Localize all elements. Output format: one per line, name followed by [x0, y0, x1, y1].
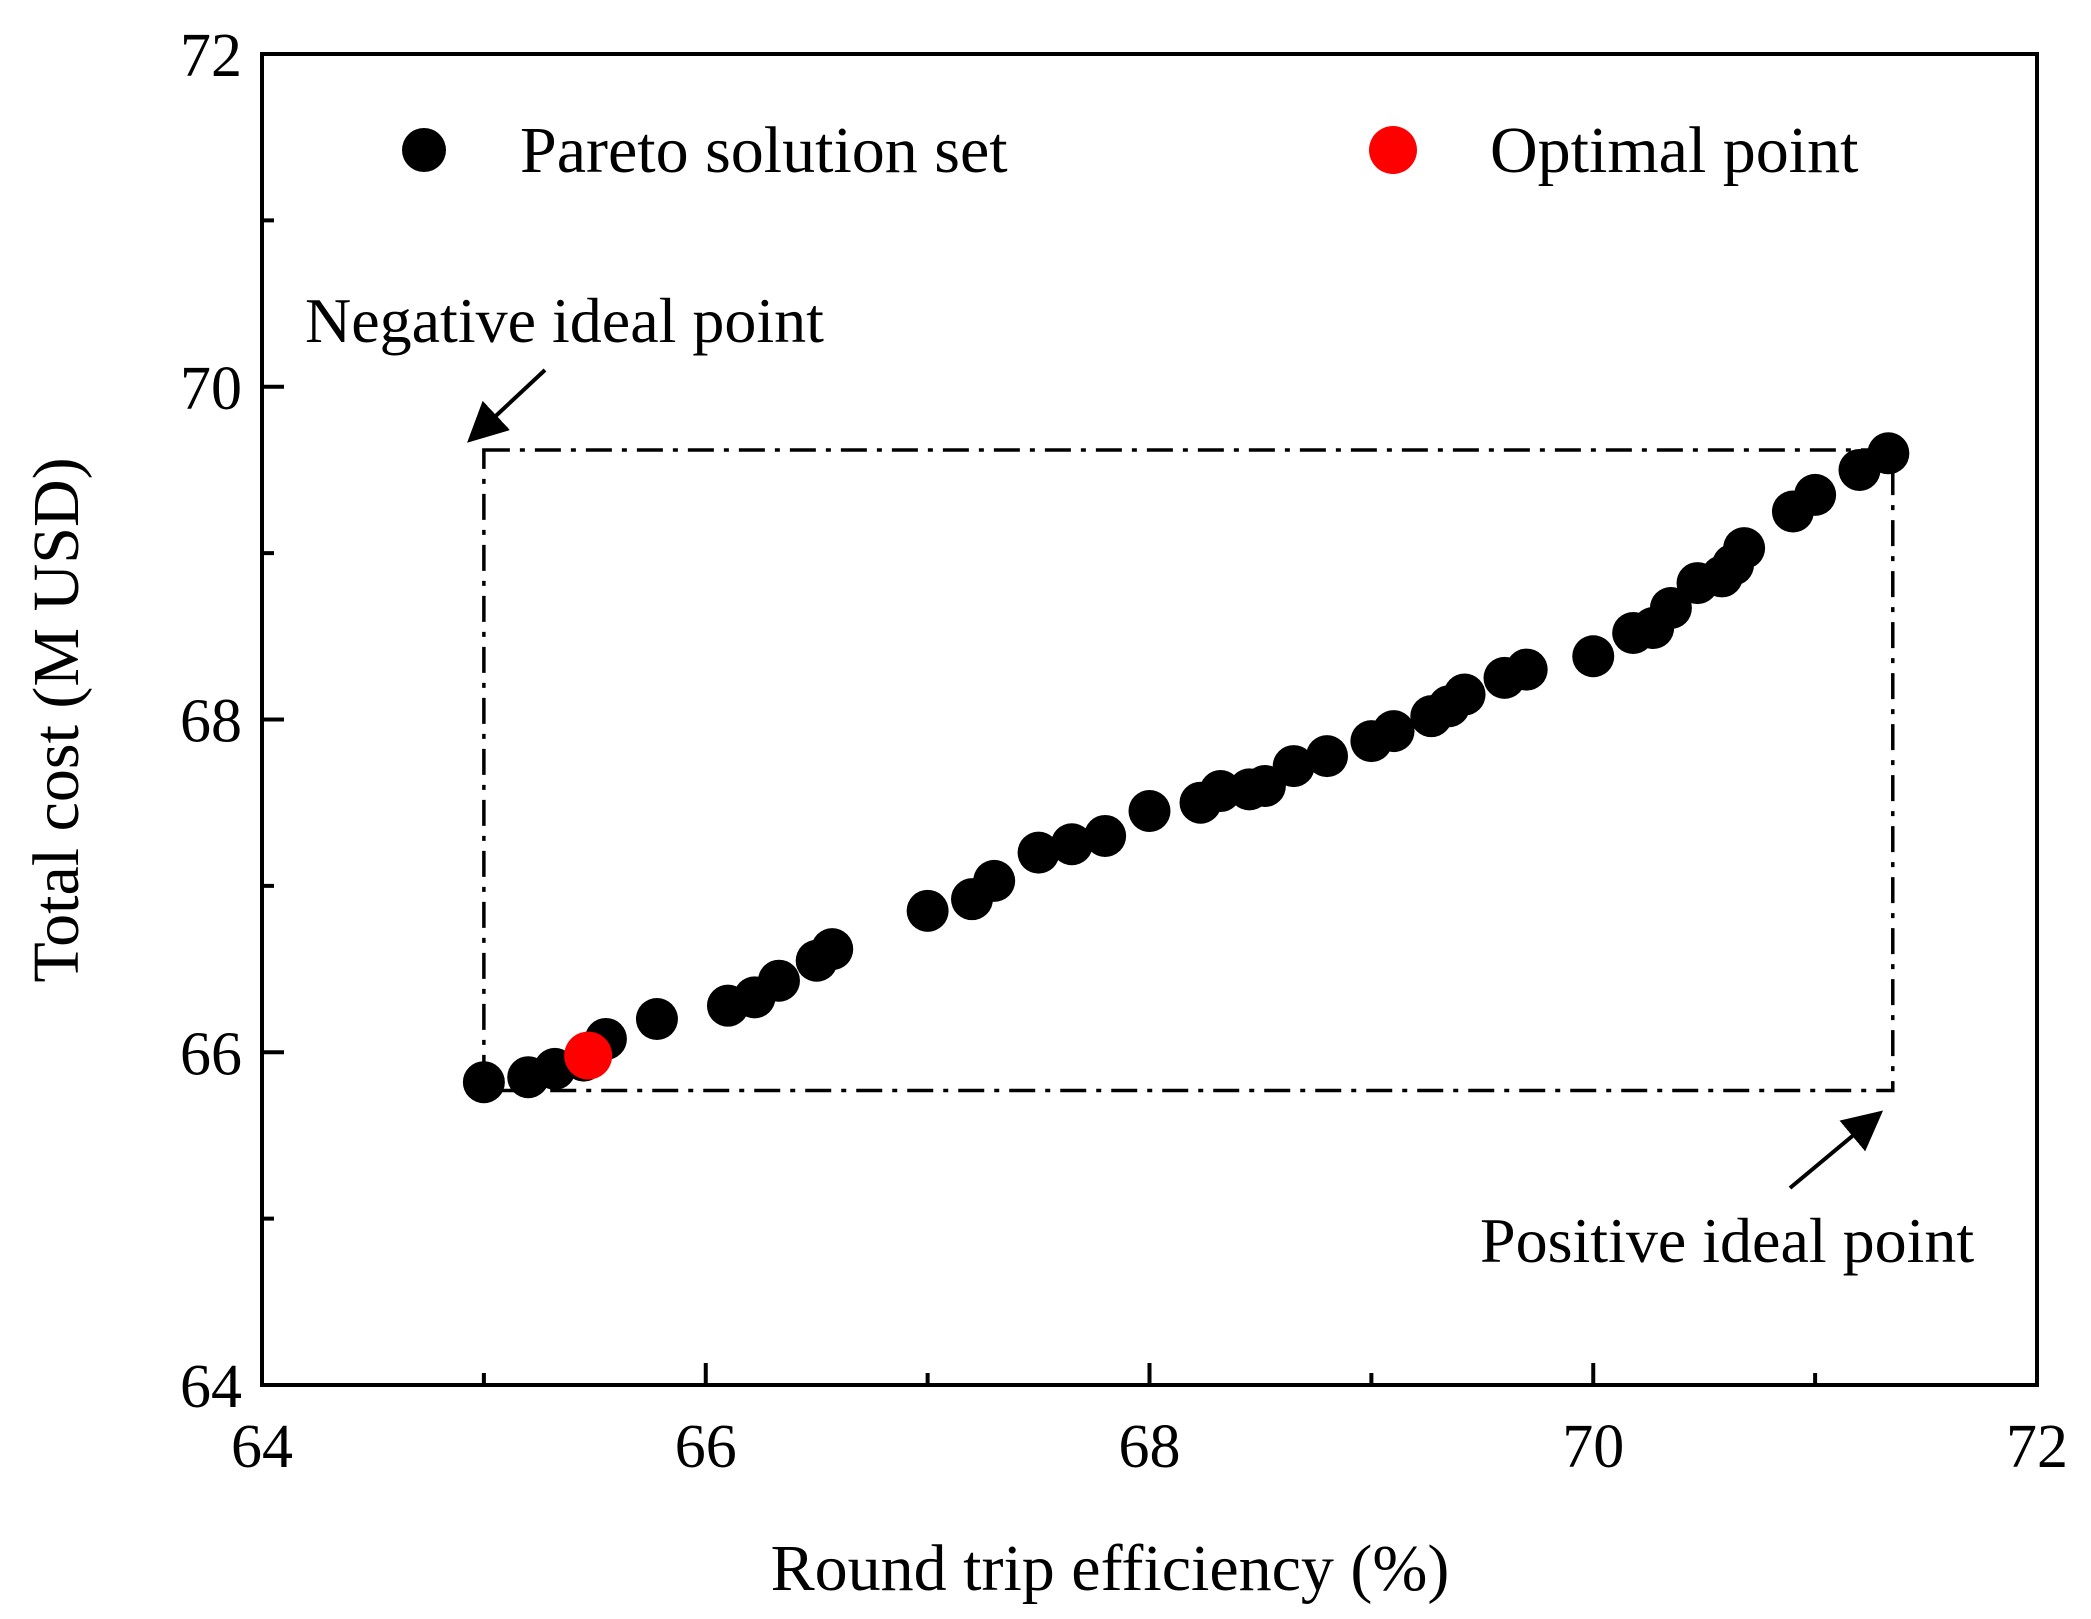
y-tick-label: 72	[180, 22, 242, 90]
pareto-point	[1649, 587, 1692, 630]
ideal-box-outline	[482, 448, 1895, 1093]
pareto-point	[635, 997, 678, 1040]
data-points	[462, 432, 1910, 1104]
pareto-point	[811, 928, 854, 971]
optimal-point	[564, 1031, 613, 1080]
pareto-point	[1572, 635, 1615, 678]
annotation-positive-ideal: Positive ideal point	[1480, 1205, 1974, 1276]
x-tick-label: 70	[1562, 1413, 1624, 1481]
y-tick-label: 64	[180, 1353, 242, 1421]
legend: Pareto solution set Optimal point	[402, 114, 1858, 187]
annotation-negative-ideal: Negative ideal point	[305, 285, 824, 356]
plot-frame	[260, 52, 2039, 1387]
y-tick-label: 66	[180, 1020, 242, 1088]
pareto-point	[1017, 831, 1060, 874]
pareto-point	[906, 889, 949, 932]
pareto-point	[1794, 473, 1837, 516]
pareto-point	[1867, 432, 1910, 475]
axis-ticks: 64 66 68 70 72 64 66 68 70 72	[180, 22, 2068, 1481]
arrow-positive-ideal	[1788, 1110, 1884, 1190]
pareto-point	[462, 1061, 505, 1104]
pareto-point	[1372, 710, 1415, 753]
x-tick-label: 64	[231, 1413, 293, 1481]
ideal-point-box	[482, 448, 1895, 1093]
pareto-point	[1505, 648, 1548, 691]
legend-label-optimal: Optimal point	[1490, 114, 1858, 187]
y-tick-label: 70	[180, 355, 242, 423]
pareto-point	[1084, 814, 1127, 857]
arrow-negative-ideal	[467, 368, 547, 443]
x-tick-label: 72	[2006, 1413, 2068, 1481]
x-axis-title: Round trip efficiency (%)	[771, 1532, 1450, 1605]
legend-marker-pareto	[402, 128, 446, 172]
legend-marker-optimal	[1369, 126, 1417, 174]
y-axis-title: Total cost (M USD)	[20, 457, 93, 982]
y-tick-label: 68	[180, 688, 242, 756]
pareto-point	[757, 959, 800, 1002]
pareto-point	[1723, 527, 1766, 570]
pareto-point	[1306, 735, 1348, 778]
x-tick-label: 66	[675, 1413, 737, 1481]
pareto-point	[1443, 673, 1486, 716]
pareto-point	[973, 859, 1016, 902]
pareto-point	[1050, 823, 1093, 866]
pareto-point	[1128, 790, 1171, 833]
legend-label-pareto: Pareto solution set	[520, 114, 1008, 187]
x-tick-label: 68	[1119, 1413, 1181, 1481]
pareto-point	[1272, 745, 1315, 788]
